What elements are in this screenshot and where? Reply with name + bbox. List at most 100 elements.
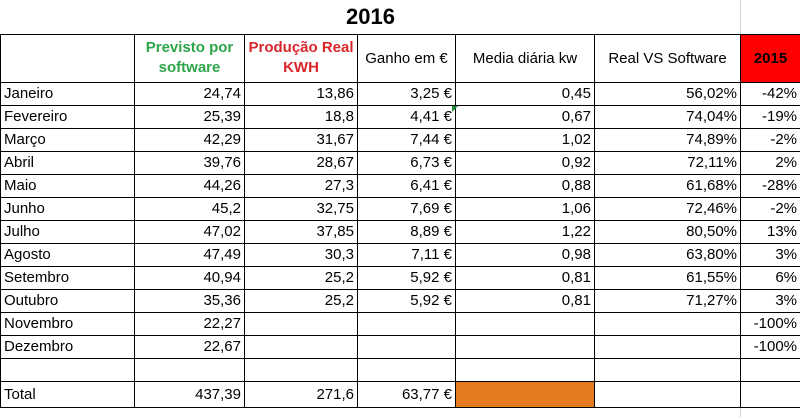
cell-media[interactable]: 1,06 <box>455 197 595 221</box>
cell-media[interactable]: 0,67 <box>455 105 595 129</box>
cell-producao[interactable]: 25,2 <box>244 289 358 313</box>
cell-ganho[interactable]: 4,41 € <box>357 105 456 129</box>
cell-producao[interactable]: 32,75 <box>244 197 358 221</box>
cell-month[interactable]: Janeiro <box>0 82 135 106</box>
cell-media[interactable] <box>455 335 595 359</box>
cell-media[interactable]: 0,45 <box>455 82 595 106</box>
empty-cell[interactable] <box>593 381 742 408</box>
empty-cell[interactable] <box>593 358 742 382</box>
cell-real-vs[interactable]: 63,80% <box>593 243 742 267</box>
cell-real-vs[interactable]: 72,46% <box>593 197 742 221</box>
cell-producao[interactable]: 28,67 <box>244 151 358 175</box>
header-month[interactable] <box>0 33 135 83</box>
total-ganho[interactable]: 63,77 € <box>357 381 456 408</box>
cell-real-vs[interactable]: 80,50% <box>593 220 742 244</box>
cell-month[interactable]: Novembro <box>0 312 135 336</box>
cell-producao[interactable]: 31,67 <box>244 128 358 152</box>
cell-ganho[interactable]: 5,92 € <box>357 266 456 290</box>
cell-producao[interactable] <box>244 312 358 336</box>
cell-previsto[interactable]: 25,39 <box>134 105 245 129</box>
cell-real-vs[interactable]: 61,68% <box>593 174 742 198</box>
empty-cell[interactable] <box>740 358 800 382</box>
cell-ganho[interactable]: 6,73 € <box>357 151 456 175</box>
cell-y2015[interactable]: 3% <box>740 289 800 313</box>
cell-previsto[interactable]: 47,49 <box>134 243 245 267</box>
cell-previsto[interactable]: 44,26 <box>134 174 245 198</box>
cell-month[interactable]: Outubro <box>0 289 135 313</box>
cell-month[interactable]: Março <box>0 128 135 152</box>
empty-cell[interactable] <box>741 0 800 34</box>
cell-producao[interactable]: 37,85 <box>244 220 358 244</box>
cell-previsto[interactable]: 45,2 <box>134 197 245 221</box>
cell-previsto[interactable]: 42,29 <box>134 128 245 152</box>
cell-real-vs[interactable] <box>593 335 742 359</box>
cell-y2015[interactable]: -100% <box>740 335 800 359</box>
cell-real-vs[interactable]: 74,89% <box>593 128 742 152</box>
cell-previsto[interactable]: 22,27 <box>134 312 245 336</box>
cell-producao[interactable]: 30,3 <box>244 243 358 267</box>
cell-month[interactable]: Setembro <box>0 266 135 290</box>
cell-ganho[interactable]: 7,11 € <box>357 243 456 267</box>
header-previsto[interactable]: Previsto por software <box>134 33 245 83</box>
cell-previsto[interactable]: 24,74 <box>134 82 245 106</box>
cell-media[interactable]: 1,22 <box>455 220 595 244</box>
table-title[interactable]: 2016 <box>346 3 395 29</box>
header-ganho[interactable]: Ganho em € <box>357 33 456 83</box>
header-2015[interactable]: 2015 <box>740 33 800 83</box>
cell-real-vs[interactable]: 56,02% <box>593 82 742 106</box>
empty-cell[interactable] <box>357 358 456 382</box>
header-real-vs-software[interactable]: Real VS Software <box>593 33 742 83</box>
cell-month[interactable]: Maio <box>0 174 135 198</box>
cell-month[interactable]: Julho <box>0 220 135 244</box>
cell-ganho[interactable]: 8,89 € <box>357 220 456 244</box>
highlighted-cell[interactable] <box>455 381 595 408</box>
empty-cell[interactable] <box>244 358 358 382</box>
cell-media[interactable]: 0,81 <box>455 289 595 313</box>
cell-media[interactable] <box>455 312 595 336</box>
cell-producao[interactable]: 18,8 <box>244 105 358 129</box>
total-previsto[interactable]: 437,39 <box>134 381 245 408</box>
cell-ganho[interactable] <box>357 312 456 336</box>
cell-previsto[interactable]: 40,94 <box>134 266 245 290</box>
cell-producao[interactable]: 13,86 <box>244 82 358 106</box>
cell-y2015[interactable]: -100% <box>740 312 800 336</box>
cell-previsto[interactable]: 35,36 <box>134 289 245 313</box>
cell-month[interactable]: Junho <box>0 197 135 221</box>
empty-cell[interactable] <box>0 358 135 382</box>
cell-producao[interactable] <box>244 335 358 359</box>
cell-ganho[interactable]: 6,41 € <box>357 174 456 198</box>
cell-media[interactable]: 0,98 <box>455 243 595 267</box>
header-producao[interactable]: Produção Real KWH <box>244 33 358 83</box>
cell-y2015[interactable]: 2% <box>740 151 800 175</box>
cell-previsto[interactable]: 39,76 <box>134 151 245 175</box>
cell-real-vs[interactable]: 61,55% <box>593 266 742 290</box>
cell-real-vs[interactable]: 71,27% <box>593 289 742 313</box>
cell-y2015[interactable]: -2% <box>740 128 800 152</box>
cell-month[interactable]: Dezembro <box>0 335 135 359</box>
cell-month[interactable]: Abril <box>0 151 135 175</box>
cell-media[interactable]: 0,81 <box>455 266 595 290</box>
cell-y2015[interactable]: 6% <box>740 266 800 290</box>
cell-y2015[interactable]: 3% <box>740 243 800 267</box>
empty-cell[interactable] <box>740 381 800 408</box>
cell-y2015[interactable]: -19% <box>740 105 800 129</box>
cell-real-vs[interactable]: 74,04% <box>593 105 742 129</box>
cell-ganho[interactable]: 3,25 € <box>357 82 456 106</box>
cell-ganho[interactable]: 5,92 € <box>357 289 456 313</box>
cell-ganho[interactable]: 7,44 € <box>357 128 456 152</box>
header-media[interactable]: Media diária kw <box>455 33 595 83</box>
cell-y2015[interactable]: 13% <box>740 220 800 244</box>
cell-producao[interactable]: 27,3 <box>244 174 358 198</box>
total-producao[interactable]: 271,6 <box>244 381 358 408</box>
cell-month[interactable]: Agosto <box>0 243 135 267</box>
cell-ganho[interactable]: 7,69 € <box>357 197 456 221</box>
cell-y2015[interactable]: -28% <box>740 174 800 198</box>
cell-month[interactable]: Fevereiro <box>0 105 135 129</box>
cell-previsto[interactable]: 47,02 <box>134 220 245 244</box>
cell-media[interactable]: 0,88 <box>455 174 595 198</box>
cell-y2015[interactable]: -42% <box>740 82 800 106</box>
total-label[interactable]: Total <box>0 381 135 408</box>
cell-media[interactable]: 0,92 <box>455 151 595 175</box>
empty-cell[interactable] <box>134 358 245 382</box>
cell-media[interactable]: 1,02 <box>455 128 595 152</box>
